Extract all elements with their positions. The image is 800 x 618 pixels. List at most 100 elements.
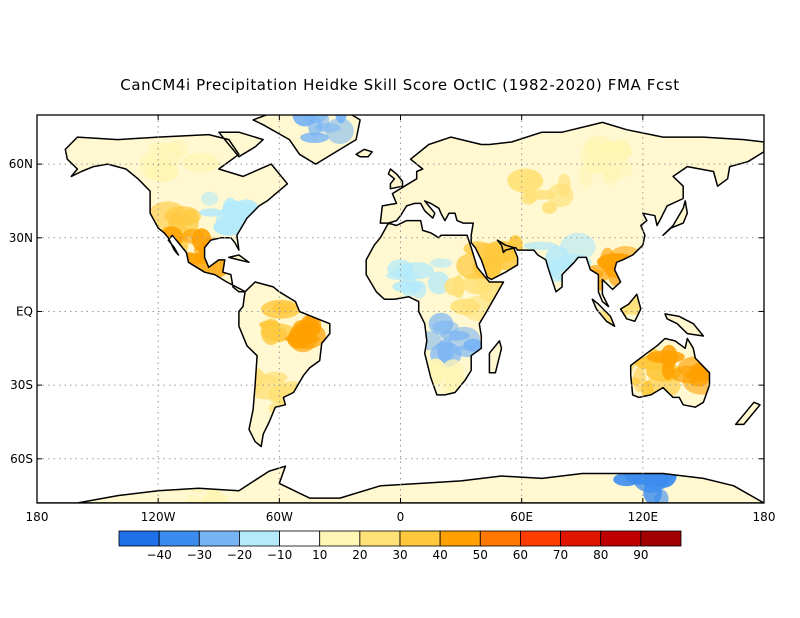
skill-patch-sahel: [385, 270, 419, 281]
land-uk: [388, 169, 403, 189]
colorbar-label: 60: [513, 548, 528, 562]
coastline-new-zealand: [734, 401, 761, 426]
skill-patch-southern-s-america: [262, 371, 288, 383]
skill-patch-australia-west: [633, 366, 646, 393]
skill-patch-mexico: [169, 252, 202, 266]
skill-patch-siberia: [584, 140, 601, 155]
colorbar-swatch: [118, 530, 160, 547]
colorbar-swatch: [198, 530, 240, 547]
colorbar-swatch: [479, 530, 521, 547]
colorbar-label: 30: [392, 548, 407, 562]
skill-patch-indonesia: [632, 317, 656, 342]
lat-tick-label: 30S: [10, 378, 33, 392]
skill-patch-antarctica-east: [636, 463, 671, 487]
coastline-greenland: [252, 115, 361, 165]
skill-patch-antarctica-west: [190, 509, 210, 519]
colorbar-label: −20: [227, 548, 252, 562]
coastline-australia: [629, 337, 711, 408]
skill-patch-sahel: [392, 280, 424, 293]
colorbar-label: −40: [146, 548, 171, 562]
colorbar-label: 10: [312, 548, 327, 562]
colorbar-label: −10: [267, 548, 292, 562]
skill-patch-sahel: [427, 271, 450, 295]
skill-patch-amazon: [272, 302, 296, 314]
skill-patch-eastern-us: [201, 191, 219, 206]
skill-patch-australia-east: [661, 360, 675, 380]
skill-patch-australia-east: [670, 365, 708, 384]
skill-patch-indonesia: [626, 323, 641, 345]
skill-patch-ne-brazil: [328, 336, 353, 347]
skill-patch-antarctica-west: [170, 482, 192, 493]
skill-patch-southern-africa: [446, 388, 462, 406]
skill-patch-central-asia: [547, 183, 574, 207]
colorbar-swatch: [600, 530, 642, 547]
lat-tick-label: EQ: [16, 304, 33, 318]
skill-patch-india: [531, 272, 566, 283]
coastline-uk: [387, 168, 404, 190]
skill-patch-se-asia: [572, 272, 599, 286]
coastline-antarctica: [37, 465, 764, 503]
colorbar-label: 80: [593, 548, 608, 562]
lon-tick-label: 120E: [628, 510, 659, 524]
skill-patch-southern-africa: [417, 361, 434, 376]
colorbar-swatch: [439, 530, 481, 547]
colorbar-swatch: [319, 530, 361, 547]
skill-patch-antarctica-east: [613, 472, 640, 487]
coastline-sumatra: [591, 298, 616, 327]
skill-patch-greenland-north: [308, 116, 322, 137]
skill-patch-se-asia: [587, 269, 604, 279]
skill-patch-antarctica-west: [201, 493, 229, 503]
lon-tick-label: 0: [397, 510, 405, 524]
lon-tick-label: 60W: [266, 510, 293, 524]
coastline-cuba: [228, 254, 250, 264]
skill-patch-greenland-north: [325, 117, 354, 144]
colorbar-label: 90: [633, 548, 648, 562]
skill-patch-east-africa: [461, 295, 501, 322]
colorbar-swatch: [239, 530, 280, 547]
colorbar-swatch: [359, 530, 401, 547]
latitude-axis: 60N 30N EQ 30S 60S: [9, 157, 764, 466]
colorbar-label: 50: [473, 548, 488, 562]
coastline-new-guinea: [664, 313, 705, 337]
skill-patch-siberia: [584, 149, 607, 175]
skill-patch-southern-africa: [407, 361, 429, 387]
skill-patch-central-asia: [525, 190, 538, 203]
land-new-zealand: [735, 402, 760, 425]
lon-tick-label: 120W: [141, 510, 176, 524]
coastline-south-america: [238, 281, 331, 448]
colorbar-swatch: [640, 530, 682, 547]
colorbar-swatch: [560, 530, 602, 547]
lat-tick-label: 60N: [9, 157, 33, 171]
coastline-eurasia: [379, 121, 764, 308]
lat-tick-label: 60S: [10, 452, 33, 466]
lon-tick-label: 180: [753, 510, 776, 524]
skill-patch-eastern-us: [199, 208, 223, 217]
skill-patch-amazon: [270, 327, 288, 343]
skill-patch-ne-brazil: [304, 311, 322, 339]
lon-tick-label: 60E: [510, 510, 533, 524]
land-baffin: [218, 132, 264, 157]
skill-patch-eastern-us: [228, 204, 268, 226]
skill-patch-se-asia: [600, 247, 615, 273]
colorbar-swatch: [158, 530, 200, 547]
graticule: [37, 115, 764, 503]
land-new-guinea: [665, 313, 704, 336]
skill-patch-india: [560, 232, 596, 261]
colorbar-label: 40: [432, 548, 447, 562]
skill-patch-canada: [148, 142, 178, 153]
skill-score-fill-layer: [37, 115, 764, 519]
skill-patch-canada: [182, 152, 220, 173]
skill-patch-sahel: [430, 258, 452, 268]
coastline-borneo: [619, 293, 642, 323]
colorbar-label: 70: [553, 548, 568, 562]
coastline-japan: [662, 200, 689, 237]
colorbar-swatch: [520, 530, 561, 547]
skill-patch-mexico: [182, 228, 204, 244]
skill-patch-greenland-north: [335, 115, 347, 124]
skill-patch-antarctica-east: [643, 481, 662, 503]
coastline-baffin: [218, 131, 264, 158]
longitude-axis: 180 120W 60W 0 60E 120E 180: [26, 115, 776, 524]
land-madagascar: [489, 340, 502, 373]
skill-patch-greenland-north: [300, 132, 329, 144]
coastline-africa: [365, 219, 505, 396]
